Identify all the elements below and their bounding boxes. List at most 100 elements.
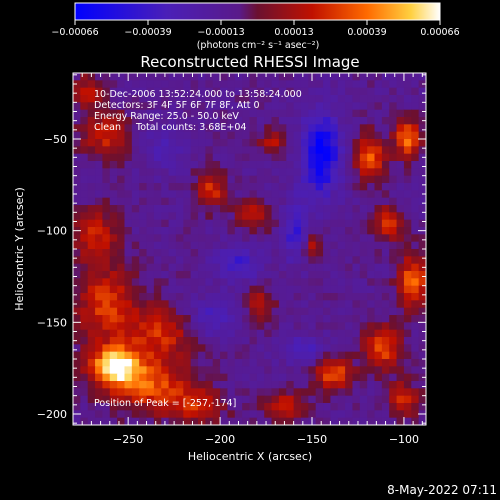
heatmap-cell <box>220 241 228 250</box>
heatmap-cell <box>300 117 309 125</box>
heatmap-cell <box>315 131 324 140</box>
heatmap-cell <box>330 197 339 206</box>
heatmap-cell <box>212 109 221 118</box>
heatmap-cell <box>278 329 287 338</box>
heatmap-cell <box>87 344 96 353</box>
heatmap-cell <box>242 168 250 177</box>
heatmap-cell <box>315 197 324 206</box>
heatmap-cell <box>227 109 236 118</box>
heatmap-cell <box>227 168 236 177</box>
heatmap-cell <box>411 293 420 301</box>
heatmap-cell <box>117 351 125 360</box>
heatmap-cell <box>286 285 295 294</box>
heatmap-cell <box>389 219 397 228</box>
heatmap-cell <box>80 300 89 309</box>
heatmap-cell <box>124 87 133 96</box>
heatmap-cell <box>95 205 103 213</box>
heatmap-cell <box>87 373 96 382</box>
heatmap-cell <box>131 403 140 411</box>
heatmap-cell <box>146 102 155 111</box>
heatmap-cell <box>168 102 177 111</box>
heatmap-cell <box>293 381 302 389</box>
heatmap-cell <box>205 359 214 367</box>
y-axis: −50−100−150−200 <box>37 74 426 424</box>
heatmap-cell <box>352 73 361 81</box>
heatmap-cell <box>330 227 339 235</box>
heatmap-cell <box>323 153 331 162</box>
heatmap-cell <box>271 263 280 272</box>
heatmap-cell <box>389 102 397 111</box>
heatmap-cell <box>264 278 272 287</box>
heatmap-cell <box>264 168 272 177</box>
heatmap-cell <box>234 395 243 404</box>
heatmap-cell <box>396 351 405 360</box>
heatmap-cell <box>102 109 111 118</box>
heatmap-cell <box>168 153 177 162</box>
heatmap-cell <box>161 241 169 250</box>
heatmap-cell <box>286 87 295 96</box>
heatmap-cell <box>374 403 383 411</box>
heatmap-cell <box>234 344 243 353</box>
heatmap-cell <box>403 278 412 287</box>
heatmap-cell <box>139 161 147 169</box>
heatmap-cell <box>80 234 89 243</box>
heatmap-cell <box>352 293 361 301</box>
heatmap-cell <box>124 263 133 272</box>
heatmap-cell <box>95 131 103 140</box>
heatmap-cell <box>330 278 339 287</box>
heatmap-cell <box>293 168 302 177</box>
heatmap-cell <box>345 329 353 338</box>
heatmap-cell <box>300 175 309 184</box>
heatmap-cell <box>359 403 368 411</box>
heatmap-cell <box>293 95 302 103</box>
heatmap-cell <box>153 388 162 397</box>
heatmap-cell <box>256 190 265 199</box>
heatmap-cell <box>323 73 331 81</box>
heatmap-cell <box>300 73 309 81</box>
heatmap-cell <box>352 219 361 228</box>
heatmap-cell <box>315 329 324 338</box>
heatmap-cell <box>389 381 397 389</box>
heatmap-cell <box>102 117 111 125</box>
heatmap-cell <box>198 139 206 147</box>
heatmap-cell <box>146 388 155 397</box>
heatmap-cell <box>330 388 339 397</box>
heatmap-cell <box>381 183 390 191</box>
heatmap-cell <box>242 175 250 184</box>
heatmap-cell <box>345 190 353 199</box>
heatmap-cell <box>315 395 324 404</box>
heatmap-cell <box>227 241 236 250</box>
heatmap-cell <box>286 241 295 250</box>
heatmap-cell <box>323 241 331 250</box>
heatmap-cell <box>109 234 118 243</box>
heatmap-cell <box>418 102 427 111</box>
heatmap-cell <box>293 395 302 404</box>
heatmap-cell <box>139 139 147 147</box>
heatmap-cell <box>293 417 302 426</box>
heatmap-cell <box>146 124 155 133</box>
heatmap-cell <box>278 87 287 96</box>
heatmap-cell <box>352 403 361 411</box>
heatmap-cell <box>117 139 125 147</box>
heatmap-cell <box>367 249 375 257</box>
heatmap-cell <box>330 285 339 294</box>
heatmap-cell <box>278 197 287 206</box>
heatmap-cell <box>330 337 339 345</box>
heatmap-cell <box>271 307 280 316</box>
heatmap-cell <box>190 131 199 140</box>
heatmap-cell <box>337 139 346 147</box>
heatmap-cell <box>264 373 272 382</box>
heatmap-cell <box>256 366 265 375</box>
heatmap-cell <box>117 168 125 177</box>
heatmap-cell <box>418 124 427 133</box>
heatmap-cell <box>124 300 133 309</box>
heatmap-cell <box>175 263 184 272</box>
heatmap-cell <box>308 117 317 125</box>
heatmap-cell <box>131 241 140 250</box>
heatmap-cell <box>198 87 206 96</box>
heatmap-cell <box>212 315 221 323</box>
heatmap-cell <box>403 205 412 213</box>
heatmap-cell <box>323 344 331 353</box>
heatmap-cell <box>139 315 147 323</box>
heatmap-cell <box>315 175 324 184</box>
